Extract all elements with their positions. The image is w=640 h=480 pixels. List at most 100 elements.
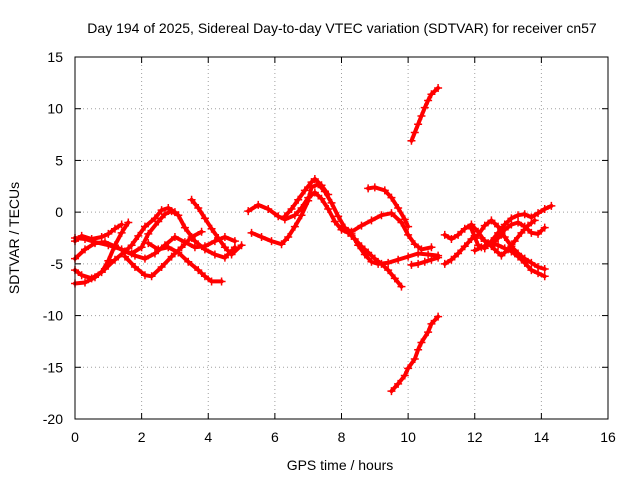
data-point <box>434 84 443 93</box>
series-arc-23 <box>477 216 539 260</box>
data-point <box>440 230 449 239</box>
data-point <box>527 266 536 275</box>
data-point <box>214 234 223 242</box>
data-point <box>77 231 86 240</box>
data-point <box>454 249 463 258</box>
data-point <box>427 243 436 252</box>
data-point <box>424 328 433 337</box>
data-point <box>237 241 246 250</box>
data-point <box>87 274 96 283</box>
data-point <box>180 223 189 232</box>
data-point <box>394 255 403 264</box>
data-point <box>130 262 139 271</box>
data-point <box>104 229 113 238</box>
data-point <box>400 215 409 224</box>
series-arc-14 <box>347 229 443 268</box>
data-point <box>80 245 89 254</box>
data-point <box>404 222 413 231</box>
data-point <box>257 232 266 241</box>
data-point <box>170 232 179 241</box>
data-point <box>144 239 153 248</box>
data-point <box>227 250 236 259</box>
x-tick-label: 14 <box>534 429 550 445</box>
data-point <box>407 136 416 145</box>
data-point <box>460 242 469 251</box>
y-tick-label: 15 <box>47 49 63 65</box>
x-tick-label: 8 <box>338 429 346 445</box>
data-point <box>404 230 413 239</box>
y-tick-label: 10 <box>47 101 63 117</box>
data-point <box>414 259 423 268</box>
data-point <box>467 224 476 233</box>
data-point <box>124 218 133 227</box>
data-point <box>534 229 543 238</box>
data-point <box>417 111 426 120</box>
data-point <box>424 250 433 259</box>
data-point <box>414 120 423 129</box>
data-point <box>264 205 273 214</box>
data-point <box>507 214 516 223</box>
data-point <box>420 257 429 266</box>
data-point <box>157 206 166 215</box>
data-point <box>330 217 339 226</box>
series-arc-18 <box>407 253 443 269</box>
data-point <box>434 312 443 321</box>
data-point <box>207 224 216 233</box>
data-point <box>164 204 173 213</box>
data-point <box>197 227 206 236</box>
data-point <box>137 243 146 252</box>
data-point <box>387 209 396 218</box>
data-point <box>154 245 163 254</box>
series-trace <box>442 218 547 271</box>
data-point <box>220 232 229 241</box>
data-point <box>164 243 173 252</box>
data-point <box>387 193 396 202</box>
data-point <box>160 210 169 219</box>
data-point <box>150 249 159 258</box>
data-point <box>290 222 299 231</box>
data-point <box>277 240 286 249</box>
data-point <box>434 253 443 262</box>
data-point <box>134 231 143 240</box>
x-tick-label: 12 <box>467 429 483 445</box>
data-points-layer <box>71 84 556 396</box>
data-point <box>244 207 253 216</box>
data-point <box>317 194 326 203</box>
data-point <box>77 271 86 280</box>
y-tick-label: 0 <box>55 204 63 220</box>
data-point <box>194 204 203 213</box>
data-point <box>504 245 513 254</box>
y-tick-label: 5 <box>55 152 63 168</box>
data-point <box>540 205 549 214</box>
data-point <box>104 256 113 265</box>
data-point <box>120 252 129 261</box>
data-point <box>387 387 396 396</box>
data-point <box>480 221 489 230</box>
data-point <box>200 245 209 254</box>
series-arc-21 <box>467 201 556 253</box>
y-tick-label: -15 <box>43 359 63 375</box>
data-point <box>397 282 406 291</box>
data-point <box>147 272 156 281</box>
data-point <box>247 228 256 237</box>
data-point <box>110 241 119 250</box>
data-point <box>80 278 89 287</box>
data-point <box>514 218 523 227</box>
data-point <box>150 214 159 223</box>
data-point <box>117 228 126 237</box>
data-point <box>477 234 486 242</box>
data-point <box>190 237 199 246</box>
data-point <box>327 198 336 207</box>
data-point <box>500 220 509 229</box>
data-point <box>414 345 423 354</box>
data-point <box>500 232 509 241</box>
data-point <box>427 319 436 328</box>
data-point <box>140 254 149 263</box>
data-point <box>514 252 523 261</box>
data-point <box>410 240 419 249</box>
data-point <box>110 224 119 233</box>
data-point <box>484 239 493 248</box>
data-point <box>194 266 203 275</box>
data-point <box>284 232 293 241</box>
